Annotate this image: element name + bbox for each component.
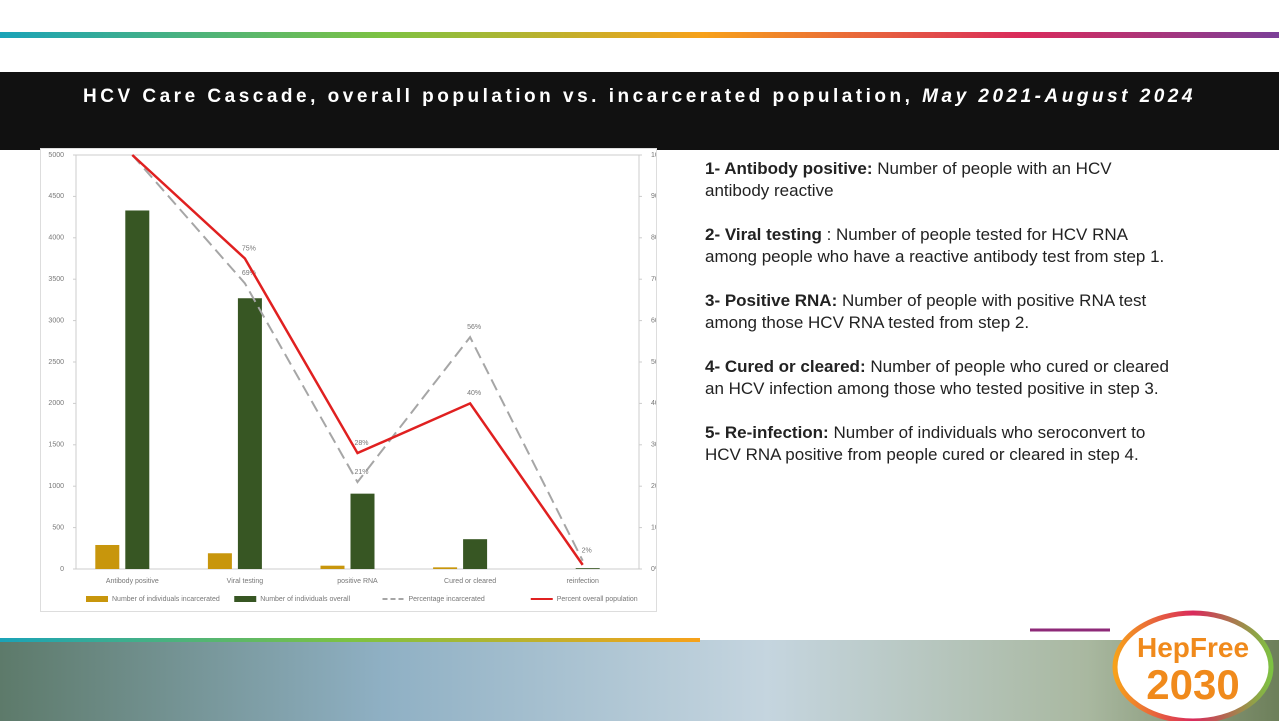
legend-swatch [234, 596, 256, 602]
definition: 4- Cured or cleared: Number of people wh… [705, 356, 1175, 400]
y2-tick-label: 20% [651, 483, 657, 490]
data-label: 2% [582, 548, 592, 555]
y-tick-label: 500 [52, 524, 64, 531]
bar [321, 566, 345, 569]
y2-tick-label: 0% [651, 566, 657, 573]
y-tick-label: 3000 [48, 317, 64, 324]
title-date: May 2021-August 2024 [922, 86, 1196, 107]
x-tick-label: positive RNA [337, 578, 378, 585]
definition-term: 4- Cured or cleared: [705, 357, 866, 376]
logo-name: HepFree [1137, 632, 1249, 663]
bar [238, 298, 262, 569]
data-label: 28% [354, 440, 368, 447]
title: HCV Care Cascade, overall population vs.… [83, 86, 913, 107]
y2-tick-label: 40% [651, 400, 657, 407]
y-tick-label: 5000 [48, 152, 64, 159]
y-tick-label: 2500 [48, 359, 64, 366]
x-tick-label: reinfection [567, 578, 599, 585]
y2-tick-label: 90% [651, 193, 657, 200]
legend-label: Percent overall population [557, 596, 638, 603]
x-tick-label: Antibody positive [106, 578, 159, 585]
y2-tick-label: 100% [651, 152, 657, 159]
y2-tick-label: 50% [651, 359, 657, 366]
title-band: HCV Care Cascade, overall population vs.… [0, 72, 1279, 150]
bar [208, 553, 232, 569]
y-tick-label: 2000 [48, 400, 64, 407]
x-tick-label: Viral testing [227, 578, 264, 585]
y2-tick-label: 60% [651, 317, 657, 324]
definitions: 1- Antibody positive: Number of people w… [705, 158, 1175, 488]
definition: 5- Re-infection: Number of individuals w… [705, 422, 1175, 466]
y2-tick-label: 30% [651, 442, 657, 449]
color-strip [0, 638, 700, 642]
data-label: 56% [467, 324, 481, 331]
bar [576, 568, 600, 569]
logo-year: 2030 [1146, 661, 1239, 708]
data-label: 40% [467, 390, 481, 397]
definition: 1- Antibody positive: Number of people w… [705, 158, 1175, 202]
definition-term: 3- Positive RNA: [705, 291, 837, 310]
legend-label: Percentage incarcerated [409, 596, 485, 603]
data-label: 100% [127, 148, 145, 149]
y-tick-label: 1000 [48, 483, 64, 490]
y-tick-label: 4000 [48, 235, 64, 242]
y-tick-label: 0 [60, 566, 64, 573]
connector [1030, 626, 1110, 634]
data-label: 75% [242, 245, 256, 252]
definition-term: 2- Viral testing [705, 225, 822, 244]
definition: 2- Viral testing : Number of people test… [705, 224, 1175, 268]
background-photo [0, 640, 1279, 721]
bar [463, 539, 487, 569]
y-tick-label: 3500 [48, 276, 64, 283]
bar [95, 545, 119, 569]
legend-label: Number of individuals incarcerated [112, 596, 220, 603]
definition-term: 1- Antibody positive: [705, 159, 873, 178]
slide: HCV Care Cascade, overall population vs.… [0, 0, 1279, 721]
bar [125, 210, 149, 569]
definition: 3- Positive RNA: Number of people with p… [705, 290, 1175, 334]
legend-label: Number of individuals overall [260, 596, 350, 603]
y-tick-label: 1500 [48, 442, 64, 449]
y2-tick-label: 80% [651, 235, 657, 242]
logo: HepFree 2030 [1105, 605, 1275, 721]
data-label: 21% [354, 469, 368, 476]
x-tick-label: Cured or cleared [444, 578, 496, 585]
y2-tick-label: 10% [651, 524, 657, 531]
y2-tick-label: 70% [651, 276, 657, 283]
bar [433, 567, 457, 569]
y-tick-label: 4500 [48, 193, 64, 200]
chart: 0 500 1000 1500 2000 2500 3000 3500 4000 4500 5000… [40, 148, 657, 612]
color-strip [0, 32, 1279, 38]
bar [351, 494, 375, 569]
legend-swatch [86, 596, 108, 602]
definition-term: 5- Re-infection: [705, 423, 829, 442]
